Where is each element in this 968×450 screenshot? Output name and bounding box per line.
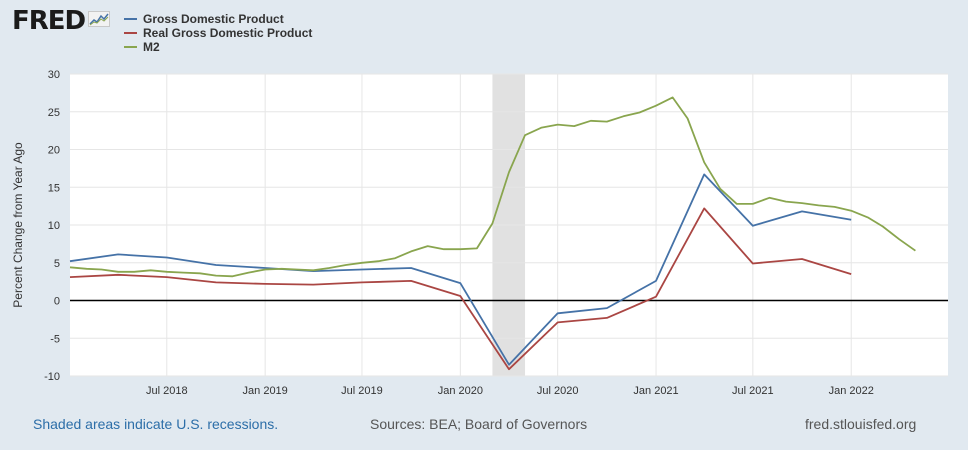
x-tick-label: Jul 2021 [732, 385, 774, 397]
fred-logo[interactable]: FRED [12, 6, 111, 36]
series-line-m2 [69, 96, 916, 278]
y-tick-label: 15 [48, 182, 60, 194]
logo-text: FRED [12, 6, 86, 36]
y-tick-label: 10 [48, 220, 60, 232]
y-tick-label: 5 [54, 258, 60, 270]
y-axis-ticks: -10 -5 0 5 10 15 20 25 30 [44, 69, 60, 383]
series-line-gross-domestic-product [69, 173, 852, 366]
legend-swatch-m2 [124, 46, 137, 48]
x-tick-label: Jan 2021 [633, 385, 678, 397]
x-tick-label: Jul 2019 [341, 385, 383, 397]
legend-label-m2: M2 [143, 40, 160, 54]
legend-swatch-real-gdp [124, 32, 137, 34]
sources-note: Sources: BEA; Board of Governors [370, 416, 588, 432]
legend-item-m2[interactable]: M2 [124, 40, 312, 54]
y-tick-label: 30 [48, 69, 60, 81]
legend-item-gdp[interactable]: Gross Domestic Product [124, 12, 312, 26]
y-tick-label: -5 [50, 333, 60, 345]
chart-line-icon [88, 10, 111, 32]
x-axis-ticks: Jul 2018 Jan 2019 Jul 2019 Jan 2020 Jul 2020… [146, 385, 874, 397]
y-tick-label: 20 [48, 145, 60, 157]
recession-note[interactable]: Shaded areas indicate U.S. recessions. [33, 416, 279, 432]
x-tick-label: Jan 2019 [243, 385, 288, 397]
x-tick-label: Jul 2020 [537, 385, 579, 397]
y-tick-label: 25 [48, 107, 60, 119]
legend-label-real-gdp: Real Gross Domestic Product [143, 26, 313, 40]
series-layer [69, 96, 916, 371]
legend-swatch-gdp [124, 18, 137, 20]
series-line-real-gross-domestic-product [69, 207, 852, 371]
x-tick-label: Jan 2020 [438, 385, 483, 397]
y-axis-label: Percent Change from Year Ago [11, 142, 25, 308]
legend-label-gdp: Gross Domestic Product [143, 12, 284, 26]
legend-item-real-gdp[interactable]: Real Gross Domestic Product [124, 26, 312, 40]
y-tick-label: 0 [54, 296, 60, 308]
x-tick-label: Jul 2018 [146, 385, 188, 397]
grid-layer [70, 73, 948, 377]
x-tick-label: Jan 2022 [829, 385, 874, 397]
site-link[interactable]: fred.stlouisfed.org [805, 416, 917, 432]
chart-legend: Gross Domestic Product Real Gross Domest… [124, 12, 312, 54]
y-tick-label: -10 [44, 371, 60, 383]
